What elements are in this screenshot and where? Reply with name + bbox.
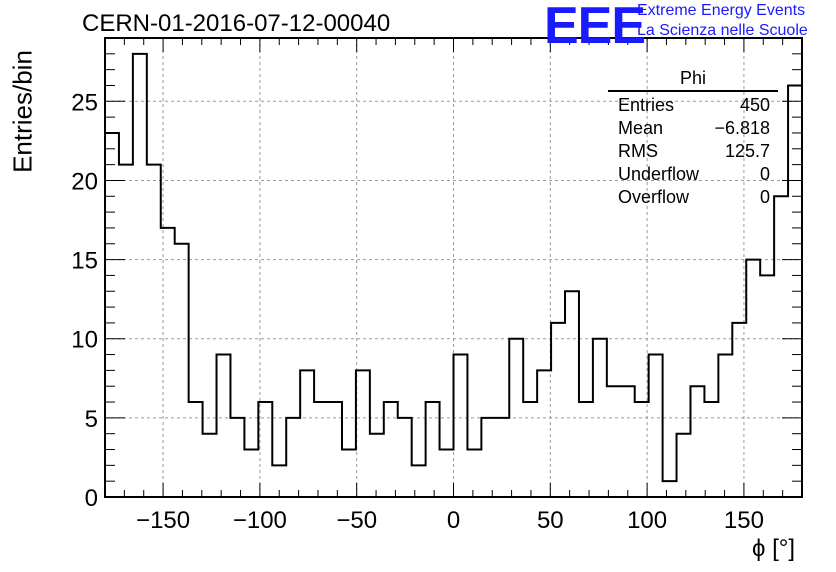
histogram-bin — [370, 434, 384, 497]
histogram-bin — [328, 402, 342, 497]
histogram-bin — [426, 402, 440, 497]
histogram-bin — [607, 386, 621, 497]
logo-line-1: Extreme Energy Events — [637, 2, 806, 19]
stats-label: Mean — [618, 118, 664, 138]
histogram-bin — [217, 355, 231, 497]
histogram-bin — [300, 370, 314, 497]
x-tick-label: −150 — [136, 507, 190, 534]
stats-value: 0 — [759, 164, 770, 184]
histogram-bin — [551, 323, 565, 497]
histogram-bin — [189, 402, 203, 497]
histogram-bin — [384, 402, 398, 497]
x-tick-label: 0 — [447, 507, 460, 534]
histogram-bin — [621, 386, 635, 497]
histogram-bin — [579, 402, 593, 497]
histogram-outline — [104, 52, 803, 497]
histogram-bin — [119, 165, 133, 497]
stats-row: Underflow 0 — [608, 163, 778, 186]
stats-box: Phi Entries 450 Mean −6.818 RMS 125.7 Under… — [608, 68, 778, 209]
histogram-bin — [314, 402, 328, 497]
histogram-bin — [258, 402, 272, 497]
x-tick-label: 50 — [537, 507, 564, 534]
histogram-bin — [398, 418, 412, 497]
stats-value: 450 — [739, 95, 770, 115]
histogram-bin — [677, 434, 691, 497]
x-axis-label: ϕ [°] — [752, 535, 796, 562]
stats-divider — [608, 90, 778, 92]
histogram-bins — [104, 52, 803, 497]
histogram-bin — [509, 339, 523, 497]
histogram-bin — [286, 418, 300, 497]
y-tick-label: 25 — [71, 89, 98, 116]
stats-row: Entries 450 — [608, 94, 778, 117]
histogram-bin — [161, 228, 175, 497]
histogram-bin — [704, 402, 718, 497]
stats-label: Underflow — [618, 164, 700, 184]
grid-lines — [105, 38, 802, 497]
histogram-bin — [412, 465, 426, 497]
stats-value: 125.7 — [724, 141, 770, 161]
histogram-bin — [230, 418, 244, 497]
axis-ticks — [104, 38, 803, 498]
histogram-bin — [481, 418, 495, 497]
histogram-bin — [537, 370, 551, 497]
y-axis-label: Entries/bin — [7, 50, 38, 173]
x-tick-label: 100 — [627, 507, 667, 534]
histogram-bin — [105, 133, 119, 497]
y-tick-label: 10 — [71, 327, 98, 354]
stats-row: Overflow 0 — [608, 186, 778, 209]
stats-value: −6.818 — [714, 118, 770, 138]
histogram-bin — [356, 370, 370, 497]
plot-frame — [104, 37, 803, 498]
histogram-bin — [203, 434, 217, 497]
histogram-bin — [454, 355, 468, 497]
histogram-bin — [244, 450, 258, 497]
stats-row: Mean −6.818 — [608, 117, 778, 140]
histogram-bin — [690, 386, 704, 497]
histogram-bin — [746, 260, 760, 497]
y-tick-label: 0 — [85, 485, 98, 512]
logo-line-2: La Scienza nelle Scuole — [637, 22, 808, 39]
histogram-bin — [147, 165, 161, 497]
histogram-bin — [760, 275, 774, 497]
histogram-bin — [440, 450, 454, 497]
stats-label: Overflow — [618, 187, 690, 207]
y-tick-label: 15 — [71, 248, 98, 275]
stats-row: RMS 125.7 — [608, 140, 778, 163]
stats-value: 0 — [759, 187, 770, 207]
stats-label: RMS — [618, 141, 658, 161]
run-title: CERN-01-2016-07-12-00040 — [82, 10, 391, 37]
histogram-bin — [774, 196, 788, 497]
y-tick-label: 5 — [85, 406, 98, 433]
histogram-bin — [467, 450, 481, 497]
histogram-bin — [565, 291, 579, 497]
histogram-bin — [523, 402, 537, 497]
histogram-bin — [593, 339, 607, 497]
y-tick-label: 20 — [71, 168, 98, 195]
histogram-bin — [635, 402, 649, 497]
x-tick-label: 150 — [724, 507, 764, 534]
histogram-bin — [732, 323, 746, 497]
histogram-bin — [718, 355, 732, 497]
histogram-bin — [649, 355, 663, 497]
histogram-bin — [342, 450, 356, 497]
histogram-bin — [175, 244, 189, 497]
histogram-bin — [663, 481, 677, 497]
histogram-bin — [133, 54, 147, 497]
stats-label: Entries — [618, 95, 675, 115]
tick-labels: −150 −100 −50 0 50 100 150 0 5 10 15 20 25 — [71, 89, 764, 534]
eee-logo: EEE — [544, 0, 646, 55]
stats-name: Phi — [679, 68, 706, 88]
x-tick-label: −100 — [233, 507, 287, 534]
x-tick-label: −50 — [336, 507, 377, 534]
histogram-bin — [495, 418, 509, 497]
